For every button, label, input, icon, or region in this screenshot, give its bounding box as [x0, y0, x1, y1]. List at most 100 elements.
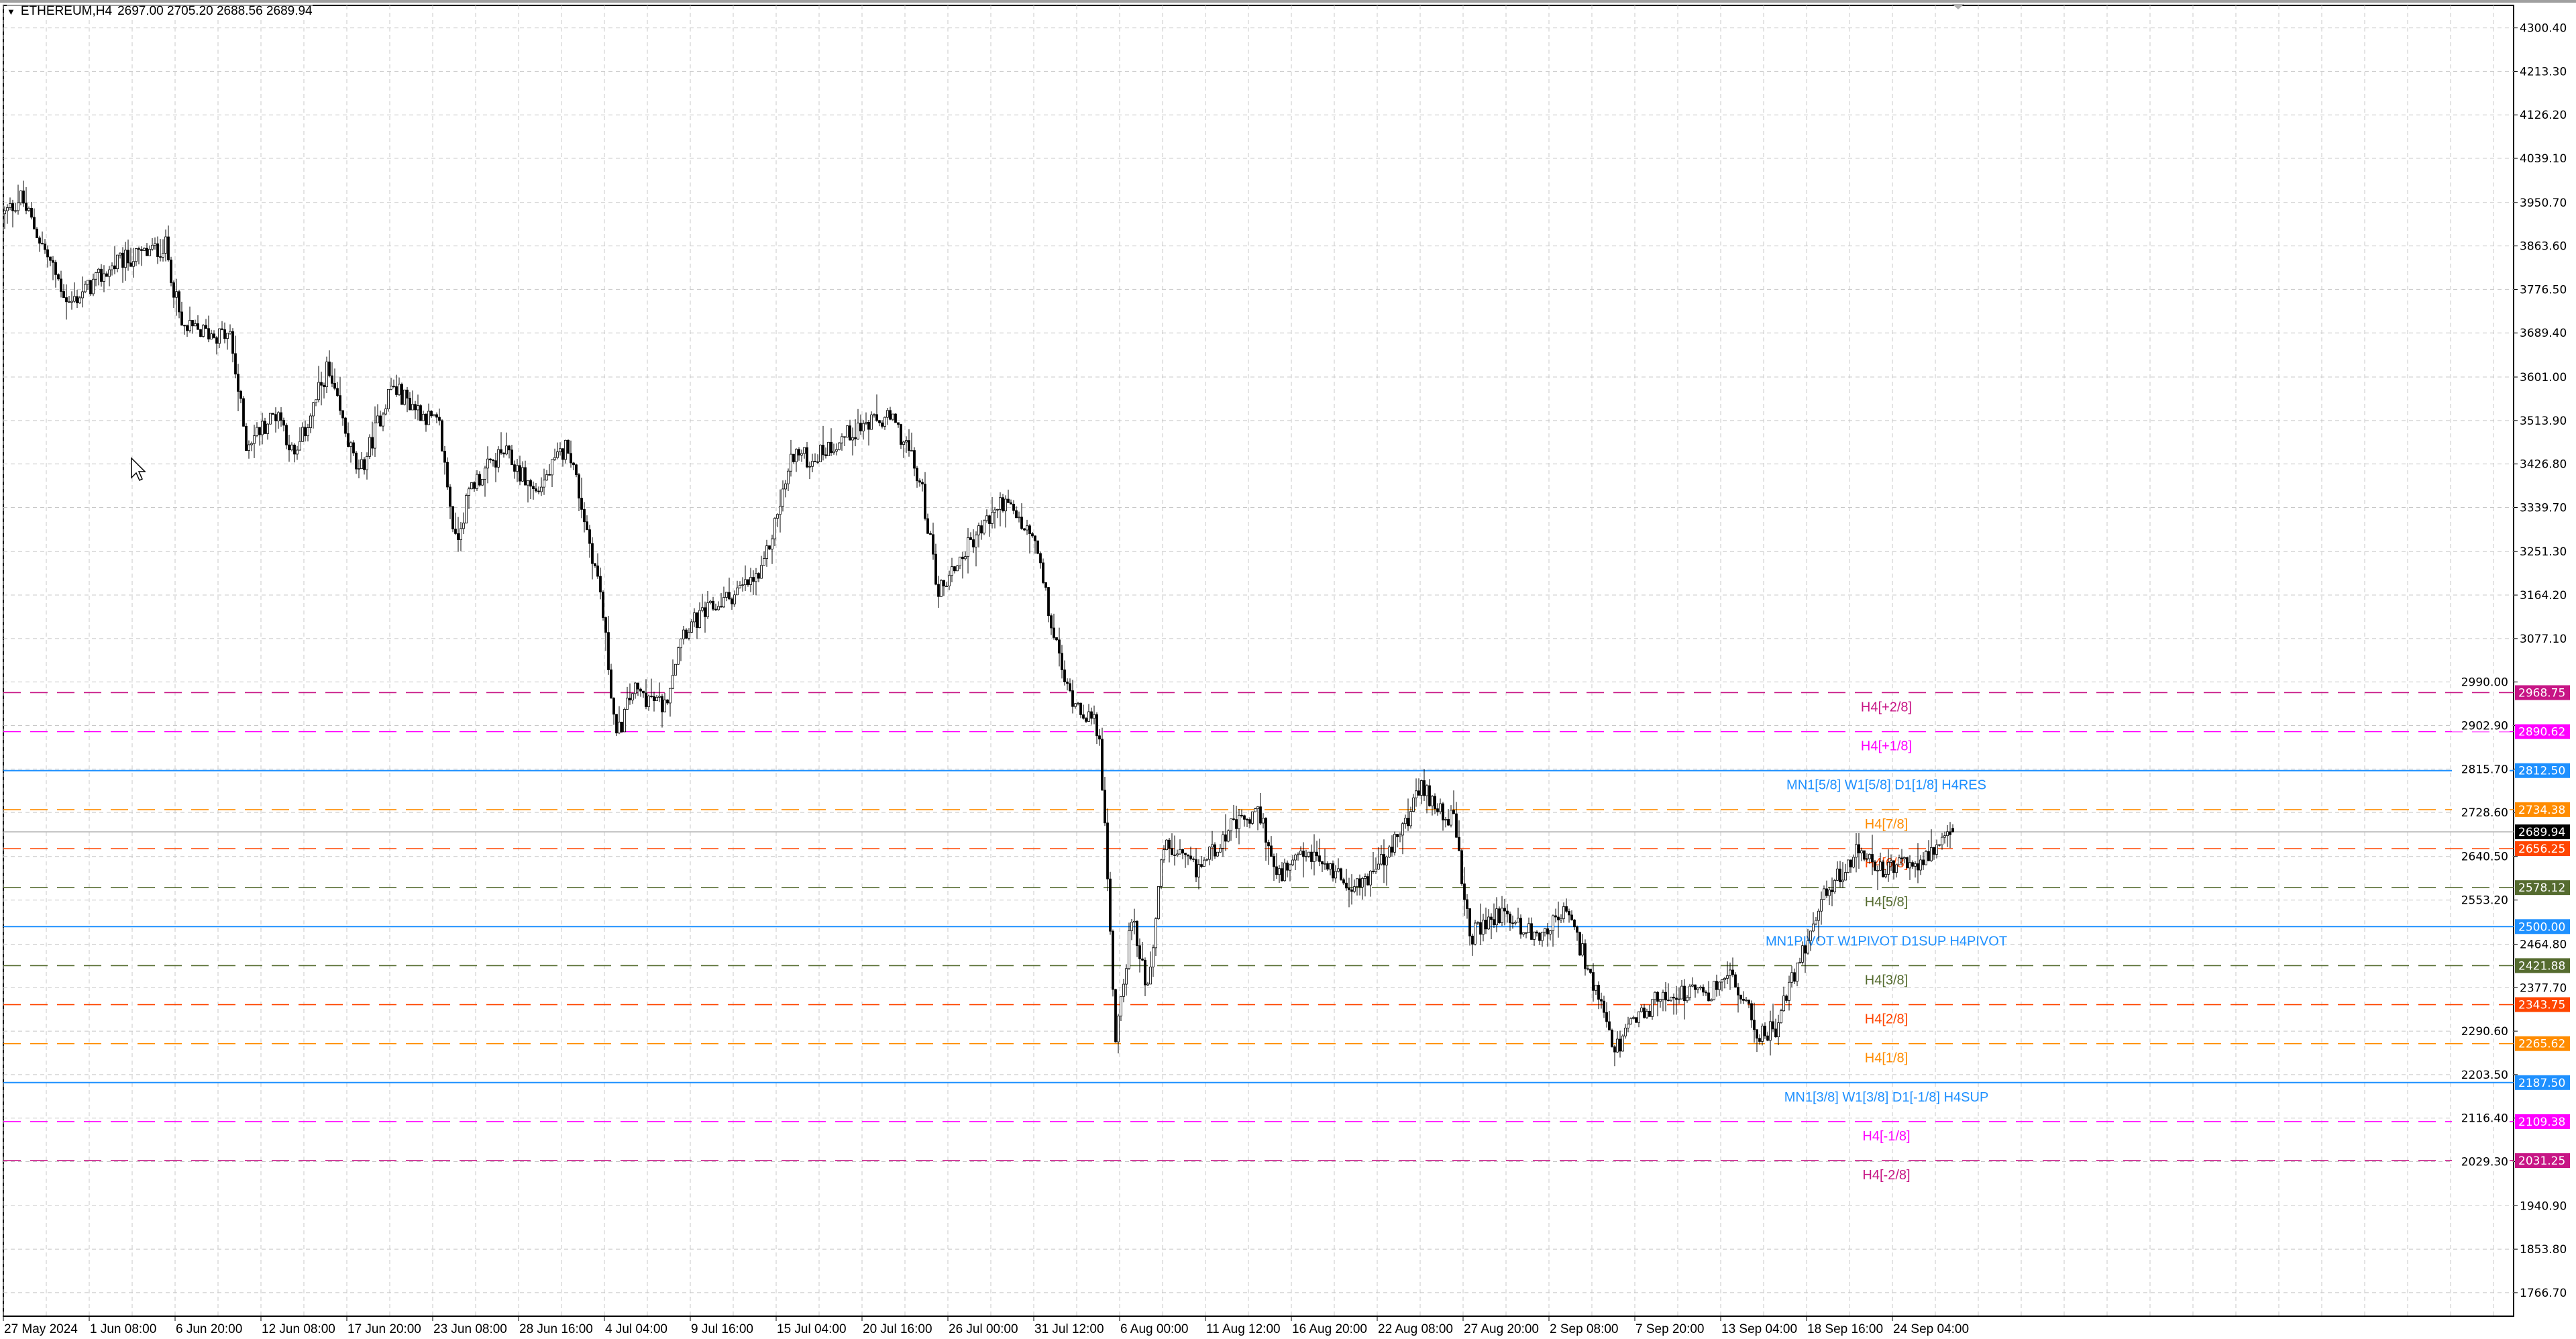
candle	[290, 444, 293, 451]
candle	[1442, 803, 1444, 820]
candle	[1334, 871, 1337, 879]
candle	[57, 274, 60, 280]
candle	[1911, 862, 1914, 867]
chart-shift-marker-icon[interactable]	[1952, 4, 1964, 9]
candle	[1635, 1017, 1638, 1023]
candle	[1232, 818, 1235, 820]
price-tick-label: 3601.00	[2520, 371, 2567, 384]
candle	[1176, 853, 1179, 856]
candle	[1179, 849, 1181, 855]
candle	[1530, 923, 1533, 940]
candle	[996, 508, 999, 511]
triangle-down-icon[interactable]: ▼	[7, 6, 15, 17]
candle	[1197, 864, 1200, 877]
candle	[379, 415, 382, 427]
candle	[1917, 863, 1919, 871]
candle	[1678, 998, 1680, 1000]
candle	[1890, 860, 1892, 863]
candle	[921, 482, 924, 484]
candle	[1839, 868, 1841, 882]
candle	[339, 395, 341, 411]
candle	[977, 525, 980, 535]
candle	[1136, 920, 1138, 947]
candle	[1509, 914, 1511, 924]
candle	[494, 460, 497, 468]
candle	[274, 414, 277, 421]
price-tick-label: 4213.30	[2520, 65, 2567, 78]
candle	[553, 457, 556, 460]
candle	[261, 421, 264, 435]
price-tick-label: 2902.90	[2461, 719, 2508, 733]
candle	[1316, 851, 1318, 857]
candle	[556, 451, 559, 458]
candle	[1104, 790, 1106, 824]
candle	[1718, 981, 1721, 990]
candle	[1071, 690, 1074, 707]
candle	[1667, 1000, 1670, 1002]
candle	[1815, 920, 1817, 924]
candle	[1640, 1008, 1643, 1012]
candle	[1356, 878, 1358, 888]
candle	[121, 252, 124, 268]
candle	[642, 690, 645, 694]
candle	[1447, 819, 1450, 826]
candle	[588, 529, 591, 544]
candle	[980, 525, 983, 534]
candle	[1514, 922, 1517, 924]
candle	[572, 462, 575, 466]
candle	[937, 584, 940, 597]
candle	[602, 592, 604, 618]
candle	[875, 414, 878, 421]
price-tick-label: 3950.70	[2520, 197, 2567, 210]
candle	[1227, 831, 1230, 842]
candle	[250, 443, 253, 445]
candle	[451, 506, 454, 530]
level-label: H4[5/8]	[1865, 895, 1908, 910]
candle	[1511, 922, 1514, 924]
candle	[462, 523, 465, 529]
candle	[1925, 851, 1927, 865]
candle	[1801, 945, 1804, 963]
candle	[537, 490, 540, 492]
candle	[1412, 797, 1415, 812]
candle	[1291, 859, 1294, 865]
candle	[1350, 890, 1353, 892]
candle	[1275, 866, 1278, 875]
candle	[623, 709, 626, 733]
candle	[1498, 908, 1501, 923]
candle	[49, 256, 52, 261]
price-tick-label: 3426.80	[2520, 458, 2567, 472]
candle	[223, 329, 226, 339]
candle	[1471, 935, 1474, 945]
time-tick-label: 4 Jul 04:00	[605, 1322, 667, 1336]
level-label: H4[+1/8]	[1861, 739, 1912, 754]
candle	[1774, 1028, 1777, 1038]
candle	[502, 452, 505, 455]
candle	[1050, 615, 1053, 629]
candle	[540, 486, 543, 492]
candle	[1949, 831, 1951, 835]
candle	[704, 607, 706, 617]
candle	[1077, 702, 1079, 704]
candle	[1168, 839, 1171, 849]
candle	[1479, 922, 1482, 935]
candle	[749, 577, 752, 585]
candle	[1659, 999, 1662, 1002]
candle	[1066, 682, 1069, 684]
candle	[1731, 969, 1734, 975]
candle	[1906, 857, 1909, 869]
candle	[167, 236, 170, 260]
candle	[535, 488, 537, 492]
candle	[1286, 862, 1289, 871]
candle	[916, 468, 918, 482]
candle	[1369, 871, 1372, 886]
candle	[1265, 818, 1267, 843]
candle	[1401, 823, 1404, 836]
candle	[1146, 983, 1149, 985]
candle	[358, 468, 360, 470]
candle	[1943, 835, 1946, 838]
candle	[771, 538, 773, 549]
candle	[425, 414, 427, 425]
candle	[1589, 969, 1592, 973]
